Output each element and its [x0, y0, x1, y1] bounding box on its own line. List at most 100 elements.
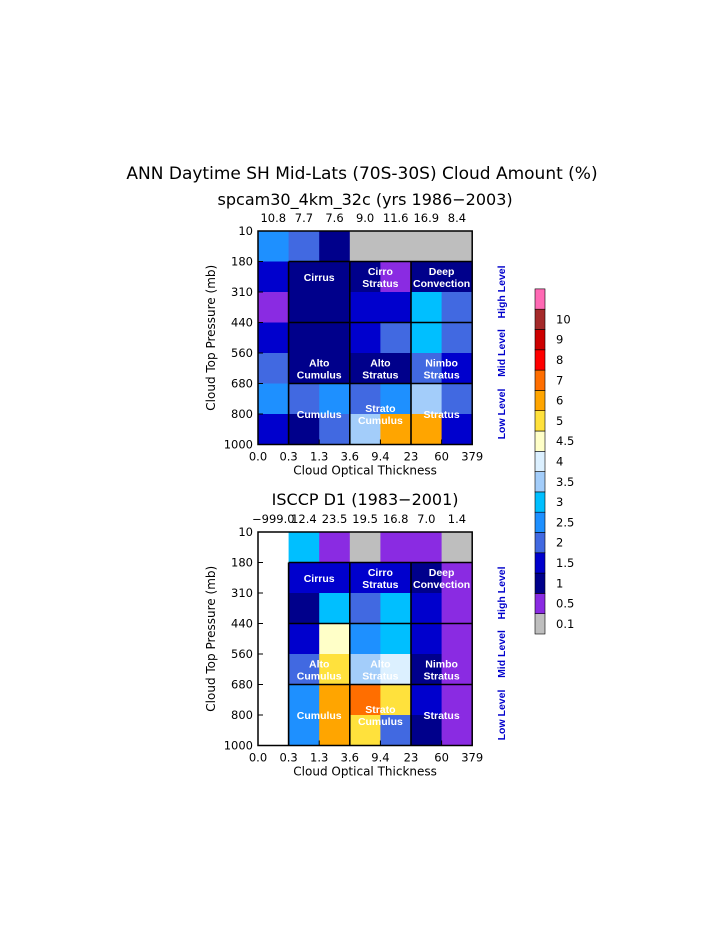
colorbar-swatch	[534, 430, 546, 452]
heatmap-cell	[441, 292, 473, 323]
cloud-type-label: Stratus	[424, 710, 460, 722]
y-tick-label: 10	[238, 224, 253, 238]
heatmap-cell	[380, 231, 412, 262]
level-label: Mid Level	[496, 329, 508, 377]
heatmap-cell	[441, 532, 473, 563]
heatmap-cell	[411, 322, 443, 354]
cloud-type-label: Convection	[413, 278, 470, 290]
heatmap-cell	[349, 562, 381, 594]
heatmap-cell	[441, 623, 473, 655]
y-tick-label: 10	[238, 525, 253, 539]
column-total: 1.4	[448, 512, 466, 526]
heatmap-panel-1: spcam30_4km_32c (yrs 1986−2003)10.8 7.7 7.…	[204, 190, 513, 478]
plot-frame	[257, 230, 473, 446]
heatmap-cell	[441, 322, 473, 354]
y-tick-label: 1000	[224, 739, 253, 753]
cloud-type-label: Convection	[413, 579, 470, 591]
heatmap-cell	[319, 562, 351, 594]
heatmap-cell	[258, 593, 290, 624]
colorbar-swatch	[534, 390, 546, 411]
cloud-type-label: Stratus	[362, 278, 398, 290]
heatmap-cell	[258, 532, 290, 563]
heatmap-cell	[380, 623, 412, 655]
heatmap-cell	[380, 292, 412, 323]
cloud-type-label: Stratus	[424, 409, 460, 421]
column-total: 11.6	[383, 211, 409, 225]
column-total: 12.4	[291, 512, 317, 526]
column-total: −999.0	[252, 512, 295, 526]
colorbar-swatch	[534, 288, 546, 310]
cloud-type-label: Cirro	[368, 266, 393, 278]
heatmap-cell	[349, 715, 381, 746]
level-label: Mid Level	[496, 630, 508, 678]
level-label: Low Level	[496, 389, 508, 440]
heatmap-cell	[258, 322, 290, 354]
heatmap-cell	[411, 532, 443, 563]
x-tick-label: 9.4	[371, 450, 389, 464]
y-tick-label: 560	[231, 346, 253, 360]
heatmap-cell	[441, 353, 473, 384]
colorbar-swatch	[534, 491, 546, 513]
colorbar-label: 2	[556, 536, 563, 550]
heatmap-cell	[319, 261, 351, 293]
heatmap-cell	[288, 562, 320, 594]
colorbar-label: 1.5	[556, 556, 574, 570]
colorbar-swatch	[534, 450, 546, 472]
column-total: 7.7	[295, 211, 313, 225]
y-tick-label: 310	[231, 586, 253, 600]
cloud-type-label: Stratus	[424, 369, 460, 381]
heatmap-cell	[411, 292, 443, 323]
level-label: Low Level	[496, 690, 508, 741]
heatmap-cell	[319, 231, 351, 262]
heatmap-cell	[380, 353, 412, 384]
x-tick-label: 379	[461, 751, 483, 765]
y-tick-label: 680	[231, 678, 253, 692]
heatmap-cell	[288, 715, 320, 746]
heatmap-cell	[441, 684, 473, 716]
heatmap-cell	[349, 322, 381, 354]
colorbar-label: 2.5	[556, 515, 574, 529]
heatmap-cell	[288, 414, 320, 445]
heatmap-cell	[411, 715, 443, 746]
y-tick-label: 560	[231, 647, 253, 661]
heatmap-cell	[288, 623, 320, 655]
colorbar-label: 3	[556, 495, 563, 509]
cloud-type-label: Alto	[370, 658, 390, 670]
colorbar-label: 9	[556, 333, 563, 347]
heatmap-cell	[349, 231, 381, 262]
heatmap-cell	[411, 593, 443, 624]
y-tick-label: 440	[231, 316, 253, 330]
column-total: 23.5	[322, 512, 348, 526]
heatmap-cell	[258, 383, 290, 415]
heatmap-cell	[288, 353, 320, 384]
cloud-type-label: Stratus	[362, 670, 398, 682]
heatmap-cell	[258, 623, 290, 655]
heatmap-cell	[319, 292, 351, 323]
column-total: 7.6	[325, 211, 343, 225]
column-total: 8.4	[448, 211, 466, 225]
heatmap-cell	[288, 684, 320, 716]
heatmap-cell	[319, 532, 351, 563]
colorbar-swatch	[534, 308, 546, 330]
colorbar-label: 8	[556, 353, 563, 367]
cloud-type-label: Strato	[365, 403, 395, 415]
x-tick-label: 0.0	[249, 751, 267, 765]
colorbar-swatch	[534, 410, 546, 432]
heatmap-cell	[319, 623, 351, 655]
heatmap-cell	[319, 593, 351, 624]
cloud-type-label: Cumulus	[358, 415, 403, 427]
column-total: 16.9	[413, 211, 439, 225]
heatmap-cell	[288, 292, 320, 323]
heatmap-cell	[288, 593, 320, 624]
cloud-type-label: Nimbo	[425, 658, 458, 670]
heatmap-panel-2: ISCCP D1 (1983−2001) −999.012.4 23.5 19.5 16…	[204, 490, 508, 779]
heatmap-cell	[288, 322, 320, 354]
colorbar-swatch	[534, 613, 546, 635]
y-tick-label: 800	[231, 708, 253, 722]
heatmap-cell	[411, 353, 443, 384]
cloud-type-label: Alto	[370, 357, 390, 369]
heatmap-cell	[441, 231, 473, 262]
y-tick-label: 180	[231, 556, 253, 570]
plot-frame	[257, 531, 473, 747]
